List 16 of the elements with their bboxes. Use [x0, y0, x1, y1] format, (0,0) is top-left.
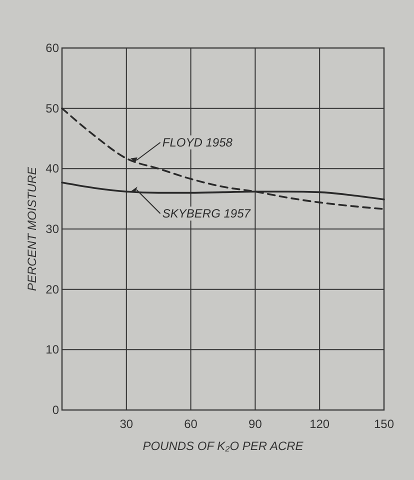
x-tick-label: 120 — [310, 417, 330, 431]
series-label: FLOYD 1958 — [162, 135, 233, 150]
y-tick-label: 0 — [52, 403, 60, 417]
y-tick-label: 50 — [46, 101, 60, 116]
y-tick-label: 10 — [46, 342, 60, 357]
x-tick-label: 60 — [184, 417, 198, 431]
x-tick-label: 30 — [120, 417, 134, 431]
x-axis-title: POUNDS OF K₂O PER ACRE — [142, 439, 304, 453]
y-tick-label: 30 — [46, 222, 60, 236]
y-tick-label: 20 — [46, 282, 60, 296]
series-label: SKYBERG 1957 — [162, 206, 252, 221]
y-axis-title: PERCENT MOISTURE — [25, 166, 39, 292]
y-tick-label: 40 — [46, 162, 60, 176]
y-tick-label: 60 — [46, 41, 60, 55]
x-tick-label: 90 — [248, 417, 262, 431]
x-tick-label: 150 — [374, 417, 394, 431]
